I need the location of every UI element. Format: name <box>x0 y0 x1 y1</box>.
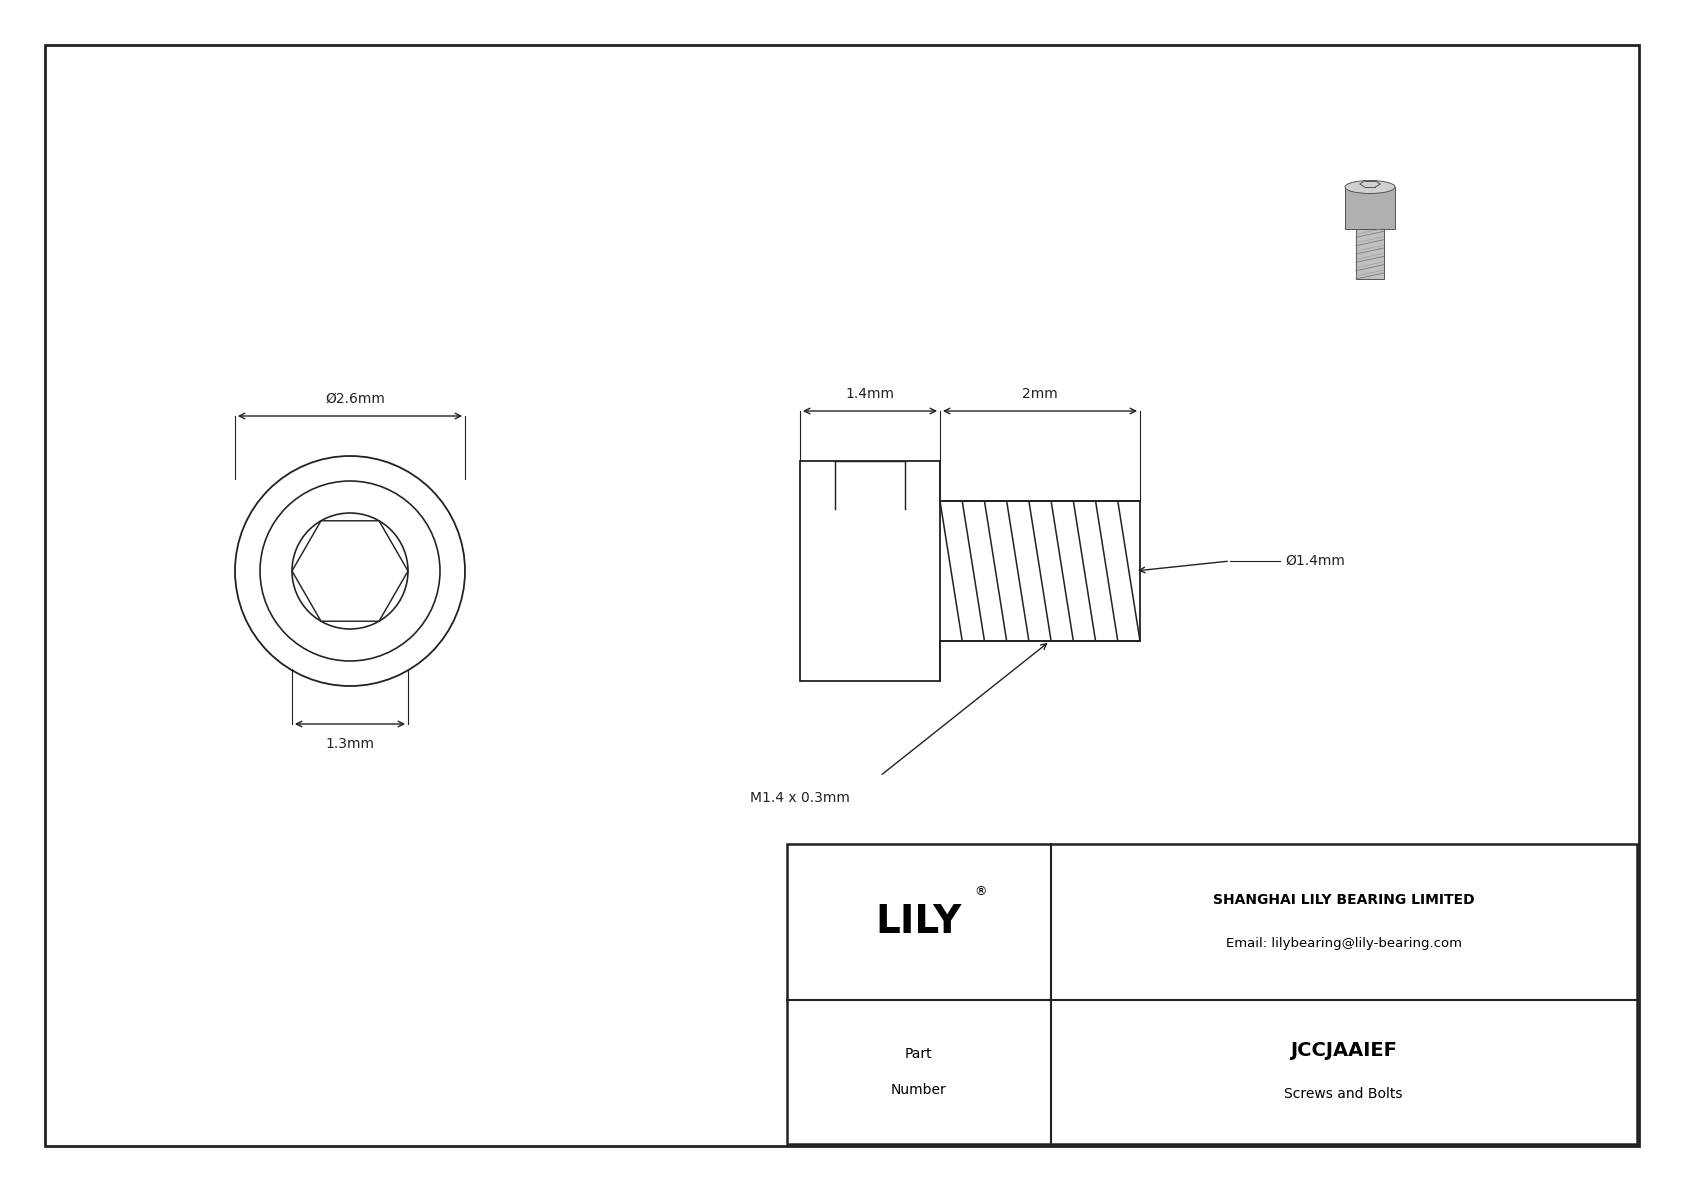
Text: 1.4mm: 1.4mm <box>845 387 894 401</box>
Text: 2mm: 2mm <box>1022 387 1058 401</box>
Text: Ø2.6mm: Ø2.6mm <box>325 392 386 406</box>
Text: LILY: LILY <box>876 903 962 941</box>
Text: Number: Number <box>891 1083 946 1097</box>
Bar <box>786 844 1637 1145</box>
Text: JCCJAAIEF: JCCJAAIEF <box>1290 1041 1398 1060</box>
Text: Ø1.4mm: Ø1.4mm <box>1285 554 1346 568</box>
Text: Screws and Bolts: Screws and Bolts <box>1285 1087 1403 1100</box>
Text: SHANGHAI LILY BEARING LIMITED: SHANGHAI LILY BEARING LIMITED <box>1212 893 1475 908</box>
Ellipse shape <box>1346 181 1394 193</box>
Bar <box>1356 229 1384 279</box>
Text: Part: Part <box>904 1047 933 1061</box>
Text: 1.3mm: 1.3mm <box>325 737 374 752</box>
Bar <box>800 461 940 681</box>
Text: ®: ® <box>975 885 987 898</box>
Text: M1.4 x 0.3mm: M1.4 x 0.3mm <box>749 791 850 805</box>
Text: Email: lilybearing@lily-bearing.com: Email: lilybearing@lily-bearing.com <box>1226 937 1462 950</box>
Bar <box>1346 187 1394 229</box>
